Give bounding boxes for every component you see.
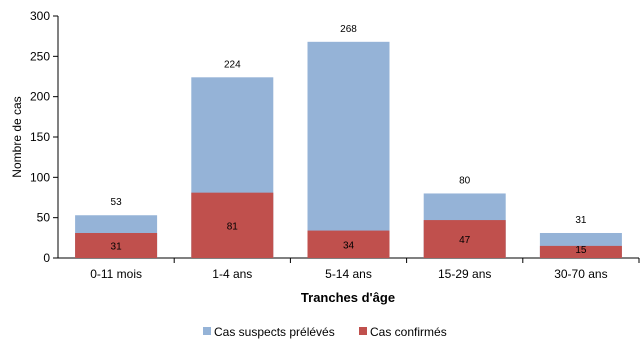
legend-swatch (203, 327, 211, 335)
bar-confirmes (191, 192, 274, 258)
data-label-confirmes: 15 (575, 245, 587, 256)
data-label-confirmes: 34 (343, 240, 355, 251)
bar-confirmes (539, 245, 622, 258)
bar-confirmes (75, 232, 158, 258)
y-axis-title: Nombre de cas (10, 96, 24, 177)
x-axis-title: Tranches d'âge (301, 290, 395, 305)
y-tick-label: 0 (43, 251, 50, 265)
data-label-confirmes: 47 (459, 235, 471, 246)
category-label: 5-14 ans (325, 267, 372, 281)
data-label-confirmes: 31 (111, 241, 123, 252)
data-label-suspects: 31 (575, 215, 587, 226)
y-tick-label: 300 (30, 9, 50, 23)
y-axis-ticks: 0 50 100 150 200 250 300 (30, 9, 58, 265)
category-label: 30-70 ans (554, 267, 607, 281)
data-label-suspects: 80 (459, 175, 471, 186)
data-label-confirmes: 81 (227, 221, 239, 232)
legend-label: Cas confirmés (370, 325, 447, 339)
category-label: 15-29 ans (438, 267, 491, 281)
category-label: 1-4 ans (212, 267, 252, 281)
bars-group: 53 31 224 81 268 34 80 47 31 15 (75, 24, 622, 259)
legend-label: Cas suspects prélévés (214, 325, 335, 339)
data-label-suspects: 53 (111, 197, 123, 208)
legend: Cas suspects prélévés Cas confirmés (203, 325, 447, 339)
data-label-suspects: 268 (340, 24, 357, 35)
bar-confirmes (423, 220, 506, 258)
legend-swatch (359, 327, 367, 335)
bar-confirmes (307, 230, 390, 258)
x-axis-tick-labels: 0-11 mois 1-4 ans 5-14 ans 15-29 ans 30-70 a… (90, 258, 640, 281)
bar-suspects (307, 41, 390, 259)
category-label: 0-11 mois (90, 267, 142, 281)
y-tick-label: 250 (30, 49, 50, 63)
y-tick-label: 50 (37, 211, 51, 225)
y-tick-label: 150 (30, 130, 50, 144)
y-tick-label: 200 (30, 90, 50, 104)
data-label-suspects: 224 (224, 59, 241, 70)
y-tick-label: 100 (30, 170, 50, 184)
